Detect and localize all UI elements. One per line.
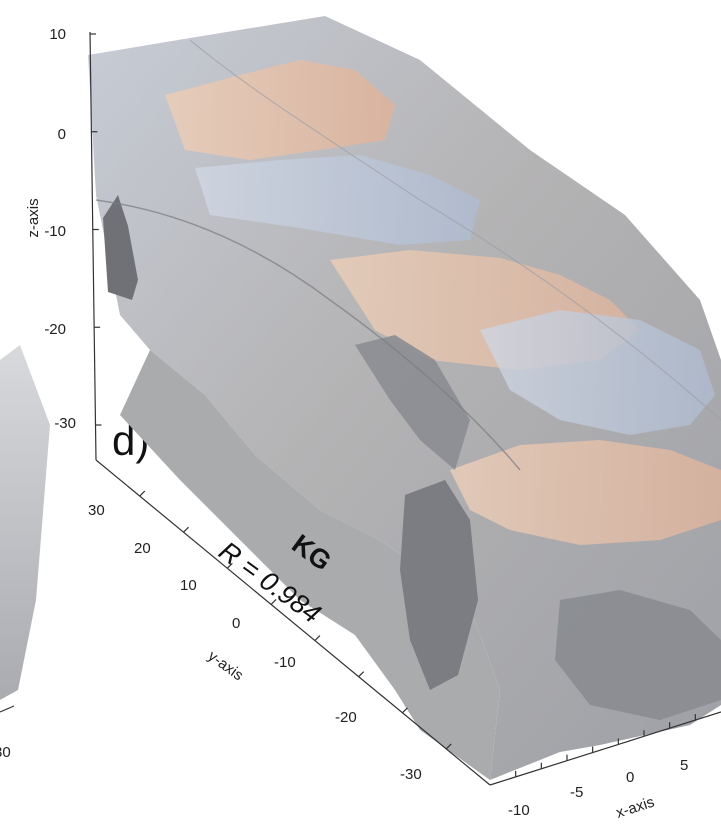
surface-shadow-3 — [555, 590, 721, 720]
z-tick-label: -10 — [44, 223, 66, 240]
z-axis-ticks: 10 0 -10 -20 -30 — [44, 26, 76, 432]
y-axis-tick-marks — [139, 490, 452, 750]
surface-ridge-line — [95, 199, 521, 471]
surface-shadow-2 — [400, 480, 478, 690]
adjacent-panel-axis — [0, 705, 15, 713]
surface-lower-wall — [120, 350, 500, 780]
z-tick-label: -20 — [44, 321, 66, 338]
tick-mark — [445, 743, 452, 750]
surface-cool-band-2 — [480, 310, 715, 435]
y-tick-label: -30 — [400, 766, 422, 783]
x-tick-label: 0 — [626, 769, 634, 786]
adjacent-panel: 30 — [0, 345, 50, 761]
y-tick-label: 20 — [134, 540, 151, 557]
tick-mark — [402, 707, 408, 714]
tick-mark — [183, 526, 189, 533]
tick-mark — [270, 599, 277, 605]
x-tick-label: -10 — [508, 802, 530, 819]
z-tick-label: 10 — [49, 26, 66, 43]
y-tick-label: 30 — [88, 502, 105, 519]
z-axis-line — [89, 31, 97, 461]
y-axis-ticks: 30 20 10 0 -10 -20 -30 — [88, 502, 422, 783]
axes — [89, 31, 721, 786]
x-axis-ticks: -10 -5 0 5 — [508, 757, 688, 819]
adjacent-panel-tick: 30 — [0, 744, 11, 761]
x-tick-label: -5 — [570, 784, 583, 801]
tick-mark — [314, 635, 321, 641]
y-tick-label: -10 — [274, 654, 296, 671]
x-axis-label: x-axis — [614, 794, 657, 822]
x-axis-line — [489, 711, 721, 786]
z-tick-label: -30 — [54, 415, 76, 432]
surface-ridge-line — [189, 39, 721, 421]
y-tick-label: 10 — [180, 577, 197, 594]
surface — [88, 16, 721, 780]
surface-warm-band-1 — [165, 60, 395, 160]
x-axis-tick-marks — [515, 714, 696, 777]
y-axis-label: y-axis — [205, 647, 247, 684]
y-axis-line — [95, 459, 491, 786]
tick-mark — [139, 490, 146, 497]
z-axis-label: z-axis — [25, 198, 42, 237]
z-tick-label: 0 — [58, 126, 66, 143]
y-tick-label: 0 — [232, 615, 240, 632]
surface-cool-band-1 — [195, 155, 480, 245]
tick-mark — [226, 562, 233, 569]
surface-left-cavity — [103, 195, 138, 300]
surface-shadow-1 — [355, 335, 470, 470]
y-tick-label: -20 — [335, 709, 357, 726]
tick-mark — [358, 671, 365, 678]
adjacent-panel-surface — [0, 345, 50, 700]
z-axis-tick-marks — [90, 33, 102, 426]
x-tick-label: 5 — [680, 757, 688, 774]
